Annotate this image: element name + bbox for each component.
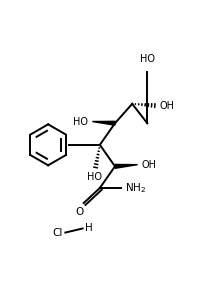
Text: HO: HO <box>73 117 88 126</box>
Text: HO: HO <box>140 54 155 64</box>
Polygon shape <box>115 164 138 168</box>
Text: OH: OH <box>142 160 157 170</box>
Polygon shape <box>92 121 115 125</box>
Text: OH: OH <box>159 101 174 110</box>
Text: Cl: Cl <box>53 228 63 238</box>
Text: NH$_2$: NH$_2$ <box>125 181 146 195</box>
Text: HO: HO <box>87 172 102 182</box>
Text: H: H <box>85 223 93 233</box>
Text: O: O <box>76 207 84 217</box>
